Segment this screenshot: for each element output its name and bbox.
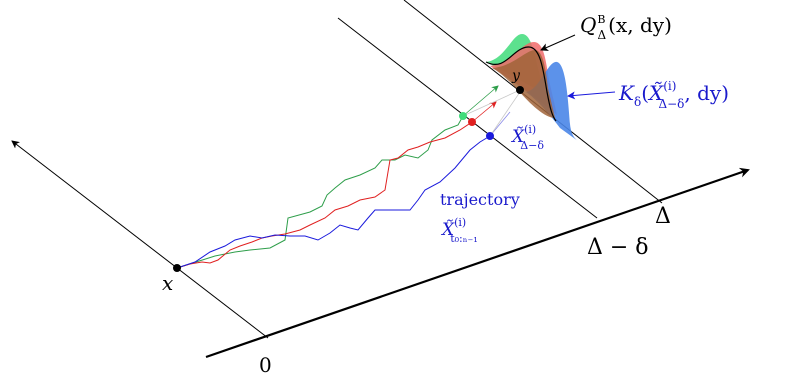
endpoint-green — [459, 112, 467, 120]
space-axis — [11, 140, 269, 339]
slice-line-delta-minus-delta — [337, 17, 598, 219]
delta-minus-delta-label: Δ − δ — [587, 235, 649, 260]
trajectory-green — [176, 115, 464, 269]
x-point-label: x — [162, 271, 173, 295]
trajectory-word-label: trajectory — [440, 190, 520, 209]
bridge-density-curve — [485, 46, 557, 122]
red-extension — [471, 101, 497, 123]
k-kernel-label: Kδ(X̃(i) Δ−δ, dy) — [618, 79, 729, 111]
start-point-x — [173, 264, 181, 272]
y-point-label: y — [511, 68, 521, 84]
delta-label: Δ — [655, 204, 671, 229]
density-blue — [526, 61, 578, 141]
q-label-arrow — [540, 34, 576, 51]
density-product-brown — [492, 50, 555, 118]
grey-link-1 — [462, 89, 521, 117]
trajectory-blue — [176, 135, 491, 269]
trajectory-symbol-label: X̃(i) t₀:ₙ₋₁ — [440, 216, 478, 245]
endpoint-red — [468, 118, 476, 126]
target-point-y — [516, 86, 524, 94]
time-axis — [205, 167, 750, 359]
green-extension — [462, 85, 499, 117]
q-bridge-label: QB Δ (x, dy) — [580, 13, 672, 42]
x-delta-minus-label: X̃(i) Δ−δ — [510, 123, 544, 152]
trajectory-red — [176, 121, 473, 269]
k-label-arrow — [567, 91, 616, 100]
grey-link-2 — [489, 91, 521, 137]
endpoint-blue — [486, 132, 494, 140]
blue-extension — [489, 111, 511, 137]
origin-label: 0 — [259, 353, 272, 377]
